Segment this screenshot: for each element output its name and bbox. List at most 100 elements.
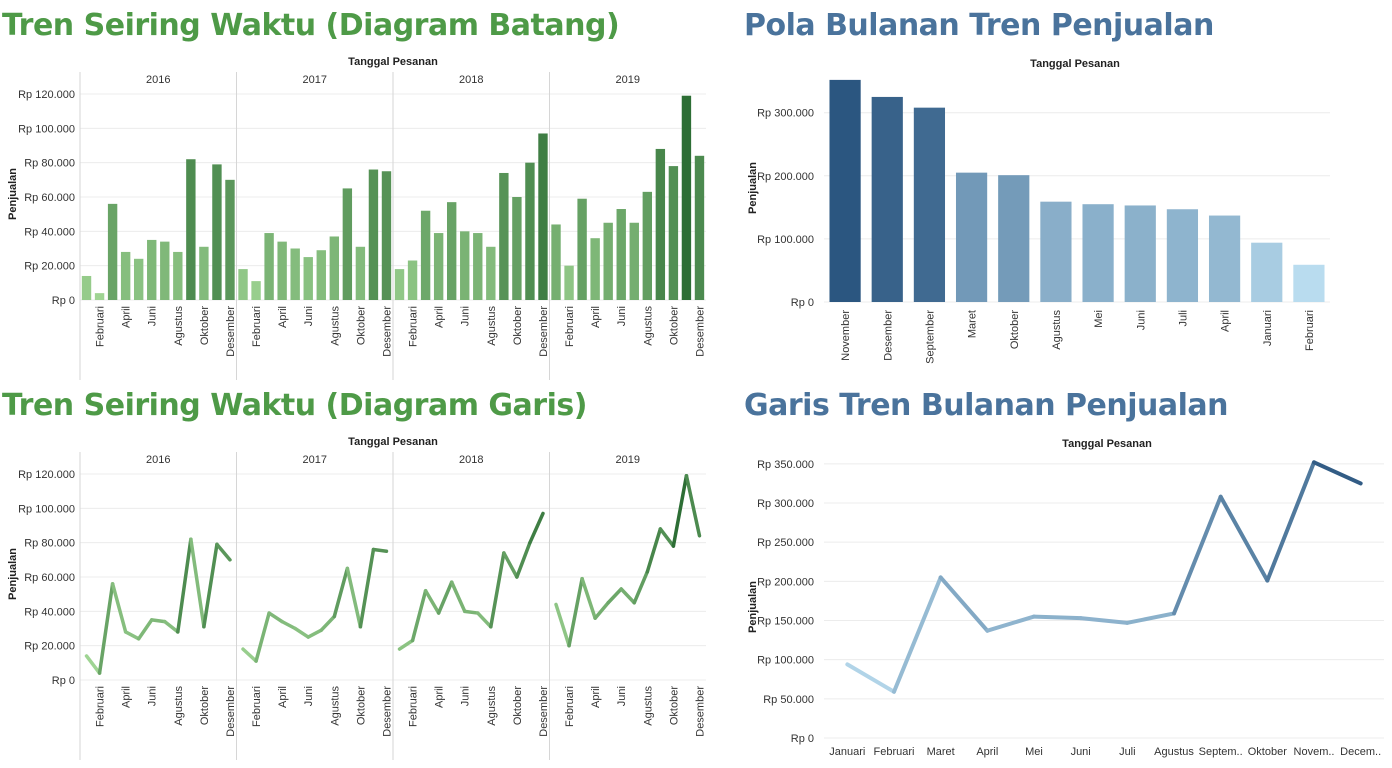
x-tick-label: Maret xyxy=(967,310,979,338)
bar-2016-7 xyxy=(160,241,170,300)
x-tick-label: April xyxy=(277,306,289,328)
y-axis-label: Penjualan xyxy=(7,168,19,220)
bar-2018-2 xyxy=(407,260,418,300)
line-segment-8 xyxy=(1172,494,1223,616)
bar-2019-5 xyxy=(603,222,613,300)
line-segment-2016-2 xyxy=(97,582,115,675)
bar-agustus xyxy=(1040,201,1072,302)
year-label: 2019 xyxy=(616,454,640,466)
y-tick-label: Rp 0 xyxy=(791,733,814,745)
x-tick-label: April xyxy=(121,306,133,328)
x-tick-label: Oktober xyxy=(668,686,680,725)
y-tick-label: Rp 200.000 xyxy=(757,171,814,183)
y-tick-label: Rp 250.000 xyxy=(757,537,814,549)
title-monthly-trend-line: Garis Tren Bulanan Penjualan xyxy=(744,388,1228,423)
y-tick-label: Rp 100.000 xyxy=(757,655,814,667)
x-tick-label: Oktober xyxy=(512,686,524,725)
x-tick-label: Juni xyxy=(303,306,315,326)
line-segment-2019-1 xyxy=(554,602,571,648)
line-segment-2018-9 xyxy=(502,551,519,579)
x-tick-label: November xyxy=(840,310,852,361)
line-segment-5 xyxy=(1032,614,1083,621)
x-tick-label: Juni xyxy=(1135,310,1147,330)
chart-header: Tanggal Pesanan xyxy=(348,56,438,68)
x-tick-label: Agustus xyxy=(642,306,654,346)
bar-2016-11 xyxy=(212,164,222,300)
year-label: 2016 xyxy=(146,454,170,466)
y-tick-label: Rp 50.000 xyxy=(763,694,814,706)
x-tick-label: Oktober xyxy=(199,686,211,725)
x-tick-label: Juni xyxy=(616,686,628,706)
bar-februari xyxy=(1293,264,1325,302)
line-segment-2017-3 xyxy=(267,611,284,624)
line-segment-2019-9 xyxy=(658,527,676,548)
y-tick-label: Rp 0 xyxy=(52,295,75,307)
x-tick-label: Februari xyxy=(1304,310,1316,351)
bar-2018-7 xyxy=(473,233,483,300)
y-tick-label: Rp 20.000 xyxy=(24,261,75,273)
line-segment-2016-4 xyxy=(123,630,141,641)
y-tick-label: Rp 80.000 xyxy=(24,158,75,170)
line-segment-2018-7 xyxy=(476,611,493,629)
line-segment-2018-10 xyxy=(515,540,532,579)
y-tick-label: Rp 0 xyxy=(791,297,814,309)
line-segment-10 xyxy=(1265,460,1316,583)
line-segment-2017-11 xyxy=(371,547,389,553)
bar-april xyxy=(1208,215,1241,302)
bar-2019-12 xyxy=(694,155,705,300)
bar-2017-5 xyxy=(290,248,300,300)
line-segment-2016-8 xyxy=(176,537,193,634)
x-tick-label: Desember xyxy=(538,306,550,357)
x-tick-label: Decem.. xyxy=(1340,746,1381,758)
x-tick-label: Desember xyxy=(882,310,894,361)
chart-monthly-bar: Tanggal Pesanan Penjualan Rp 0 Rp 100.000 Rp… xyxy=(747,58,1330,364)
x-tick-label: Juni xyxy=(616,306,628,326)
line-segment-7 xyxy=(1125,611,1176,625)
x-tick-label: Februari xyxy=(251,686,263,727)
line-segment-11 xyxy=(1312,460,1363,486)
y-tick-label: Rp 100.000 xyxy=(18,503,75,515)
x-tick-label: Januari xyxy=(1262,310,1274,346)
line-segment-2017-6 xyxy=(306,628,324,639)
x-tick-label: Septem.. xyxy=(1199,746,1243,758)
x-tick-label: Mei xyxy=(1025,746,1043,758)
line-segment-2016-10 xyxy=(202,542,219,629)
bar-2017-8 xyxy=(329,236,340,300)
x-tick-label: April xyxy=(1220,310,1232,332)
bar-2016-3 xyxy=(107,203,118,300)
chart-line-over-time: Tanggal Pesanan Penjualan Rp 0 Rp 20.000 Rp … xyxy=(7,436,706,760)
y-tick-label: Rp 300.000 xyxy=(757,498,814,510)
x-tick-label: Novem.. xyxy=(1294,746,1335,758)
bar-november xyxy=(829,79,861,302)
y-tick-label: Rp 80.000 xyxy=(24,538,75,550)
bar-2017-11 xyxy=(368,169,379,300)
line-segment-2019-3 xyxy=(580,576,597,620)
year-label: 2018 xyxy=(459,74,483,86)
x-tick-label: Februari xyxy=(564,306,576,347)
bar-2019-9 xyxy=(655,148,666,300)
x-tick-label: Agustus xyxy=(173,306,185,346)
line-segment-2017-8 xyxy=(332,566,350,619)
line-segment-2017-1 xyxy=(241,647,258,663)
x-tick-label: Februari xyxy=(874,746,915,758)
bar-2016-9 xyxy=(186,159,196,300)
line-segment-2016-1 xyxy=(84,654,102,675)
line-segment-2016-5 xyxy=(136,618,154,641)
title-bar-chart-over-time: Tren Seiring Waktu (Diagram Batang) xyxy=(2,8,620,43)
x-tick-label: Desember xyxy=(538,686,550,737)
year-label: 2016 xyxy=(146,74,170,86)
y-tick-label: Rp 40.000 xyxy=(24,606,75,618)
y-tick-label: Rp 350.000 xyxy=(757,459,814,471)
chart-header: Tanggal Pesanan xyxy=(1062,438,1152,450)
year-label: 2018 xyxy=(459,454,483,466)
y-tick-label: Rp 100.000 xyxy=(18,123,75,135)
x-tick-label: Agustus xyxy=(1051,310,1063,350)
bar-2016-8 xyxy=(173,251,183,300)
y-tick-label: Rp 20.000 xyxy=(24,641,75,653)
line-segment-2017-9 xyxy=(345,566,363,629)
bar-2017-2 xyxy=(251,281,261,300)
x-tick-label: Desember xyxy=(694,686,706,737)
x-tick-label: Desember xyxy=(225,686,237,737)
y-tick-label: Rp 100.000 xyxy=(757,234,814,246)
x-tick-label: Januari xyxy=(829,746,865,758)
